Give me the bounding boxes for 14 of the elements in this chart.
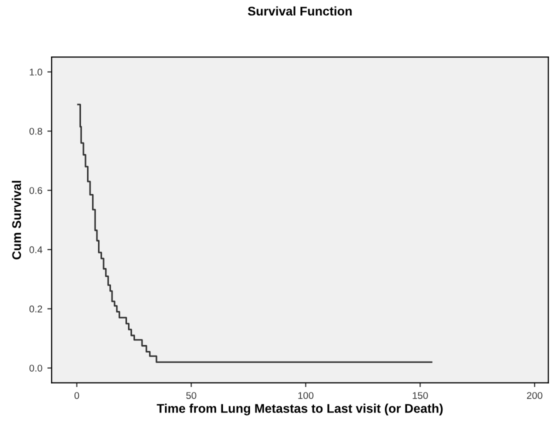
y-tick-label: 0.6 [29,187,42,194]
y-tick-label: 0.2 [29,306,42,312]
y-tick-label: 1.0 [30,68,42,76]
x-tick-label: 100 [298,392,314,399]
x-tick-label: 50 [186,392,196,399]
y-tick-label: 0.4 [29,246,42,254]
y-axis-title: Cum Survival [12,180,22,260]
y-tick-label: 0.8 [29,128,42,135]
x-axis-title: Time from Lung Metastas to Last visit (or Death) [156,404,443,416]
chart-title: Survival Function [248,6,352,16]
x-tick-label: 0 [74,392,80,399]
x-tick-label: 200 [526,392,542,399]
x-tick-label: 150 [412,392,428,399]
y-tick-label: 0.0 [29,364,42,372]
